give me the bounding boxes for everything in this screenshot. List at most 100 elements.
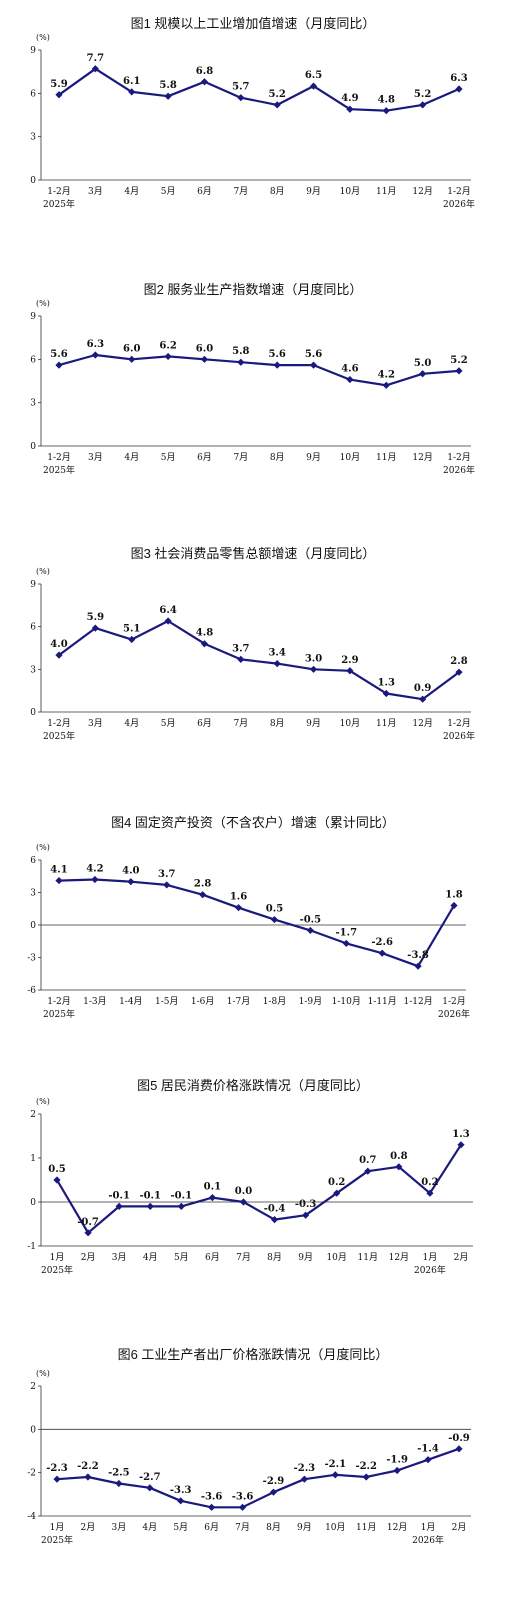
x-tick-label: 3月	[88, 452, 103, 463]
x-tick-label: 1-2月	[447, 186, 471, 197]
x-tick-label: 6月	[197, 718, 212, 729]
data-point	[382, 689, 390, 698]
x-tick-label: 1月	[50, 1522, 65, 1533]
data-label: 2.8	[450, 656, 467, 667]
x-tick-label: 1-2月	[447, 718, 471, 729]
x-tick-label: 10月	[340, 186, 360, 197]
data-label: -2.1	[325, 1459, 347, 1470]
data-point	[238, 1503, 247, 1511]
data-point	[128, 635, 136, 644]
data-point	[200, 640, 209, 648]
data-point	[346, 375, 354, 384]
data-label: 6.4	[159, 605, 176, 616]
data-label: 0.5	[48, 1164, 65, 1175]
data-point	[91, 875, 99, 884]
data-label: 6.3	[87, 339, 104, 350]
data-label: -2.5	[108, 1468, 130, 1479]
data-label: -1.7	[335, 927, 357, 938]
data-label: 2.8	[194, 879, 211, 890]
y-unit-label: (%)	[36, 1097, 50, 1106]
x-tick-label: 9月	[306, 186, 321, 197]
y-tick-label: -4	[27, 1512, 36, 1522]
data-point	[91, 351, 99, 359]
x-tick-label: 2月	[81, 1252, 96, 1263]
data-label: -0.1	[108, 1190, 130, 1201]
data-point	[200, 355, 209, 363]
x-tick-label: 2月	[454, 1252, 469, 1263]
x-tick-label: 7月	[236, 1252, 251, 1263]
data-label: 0.7	[359, 1155, 376, 1166]
chart-5: 图5 居民消费价格涨跌情况（月度同比） (%) -1 0 1 2 1月 2月 3月 4月 5月 6月 7…	[27, 1078, 473, 1276]
data-point	[331, 1471, 339, 1479]
x-tick-label: 1月	[50, 1252, 65, 1263]
data-point	[177, 1497, 185, 1505]
y-tick-label: 0	[30, 176, 36, 186]
data-label: -2.7	[139, 1472, 161, 1483]
data-point	[342, 939, 350, 948]
y-tick-label: 0	[30, 921, 36, 931]
y-tick-label: 6	[30, 623, 36, 633]
x-tick-label: 11月	[358, 1252, 378, 1263]
data-point	[237, 358, 245, 366]
data-point	[346, 105, 354, 113]
x-tick-label: 1-11月	[368, 996, 397, 1007]
data-point	[55, 91, 63, 99]
data-point	[393, 1466, 401, 1475]
data-point	[55, 361, 63, 369]
data-point	[84, 1229, 92, 1237]
data-point	[53, 1475, 61, 1483]
x-tick-label: 4月	[142, 1522, 157, 1533]
data-point	[127, 878, 135, 886]
x-tick-label: 4月	[124, 186, 139, 197]
x-tick-label: 1-6月	[191, 996, 215, 1007]
series-line	[58, 67, 460, 112]
data-point	[378, 949, 386, 957]
x-tick-label: 3月	[88, 718, 103, 729]
data-point	[382, 107, 390, 115]
series-line	[58, 353, 460, 387]
y-tick-label: 9	[30, 580, 36, 590]
y-tick-label: -2	[27, 1469, 36, 1479]
chart-title: 图2 服务业生产指数增速（月度同比）	[144, 282, 363, 297]
y-tick-label: 2	[30, 1382, 36, 1392]
x-tick-label: 12月	[412, 718, 432, 729]
data-label: 5.1	[123, 623, 140, 634]
data-point	[269, 1488, 278, 1496]
x-tick-label: 8月	[267, 1252, 282, 1263]
data-label: 5.2	[268, 89, 285, 100]
data-label: 4.1	[50, 865, 67, 876]
x-tick-label: 9月	[306, 718, 321, 729]
x-year-label-first: 2025年	[43, 730, 75, 742]
y-tick-label: 3	[30, 665, 36, 675]
x-tick-label: 5月	[173, 1522, 188, 1533]
y-tick-label: -6	[27, 986, 36, 996]
data-point	[234, 904, 243, 912]
x-tick-label: 1-5月	[155, 996, 179, 1007]
y-unit-label: (%)	[36, 567, 50, 576]
x-year-label-first: 2025年	[41, 1534, 73, 1546]
data-label: 4.0	[50, 639, 67, 650]
data-label: -0.5	[300, 914, 322, 925]
data-label: -1.4	[417, 1444, 439, 1455]
data-point	[302, 1211, 310, 1219]
data-point	[273, 101, 281, 109]
x-tick-label: 9月	[306, 452, 321, 463]
y-tick-label: 3	[30, 133, 36, 143]
x-tick-label: 9月	[297, 1522, 312, 1533]
data-label: 4.6	[341, 364, 358, 375]
x-tick-label: 11月	[376, 452, 396, 463]
data-point	[200, 78, 209, 86]
data-point	[128, 88, 136, 96]
y-tick-label: 2	[30, 1110, 36, 1120]
x-tick-label: 4月	[143, 1252, 158, 1263]
data-point	[362, 1473, 370, 1481]
x-year-label-last: 2026年	[443, 198, 475, 210]
data-label: 0.8	[390, 1151, 407, 1162]
data-label: -3.6	[201, 1491, 223, 1502]
data-label: 0.2	[421, 1177, 438, 1188]
data-point	[426, 1189, 434, 1197]
y-tick-label: 1	[30, 1154, 36, 1164]
data-label: -0.9	[448, 1433, 470, 1444]
data-point	[346, 667, 354, 675]
data-point	[300, 1475, 308, 1483]
